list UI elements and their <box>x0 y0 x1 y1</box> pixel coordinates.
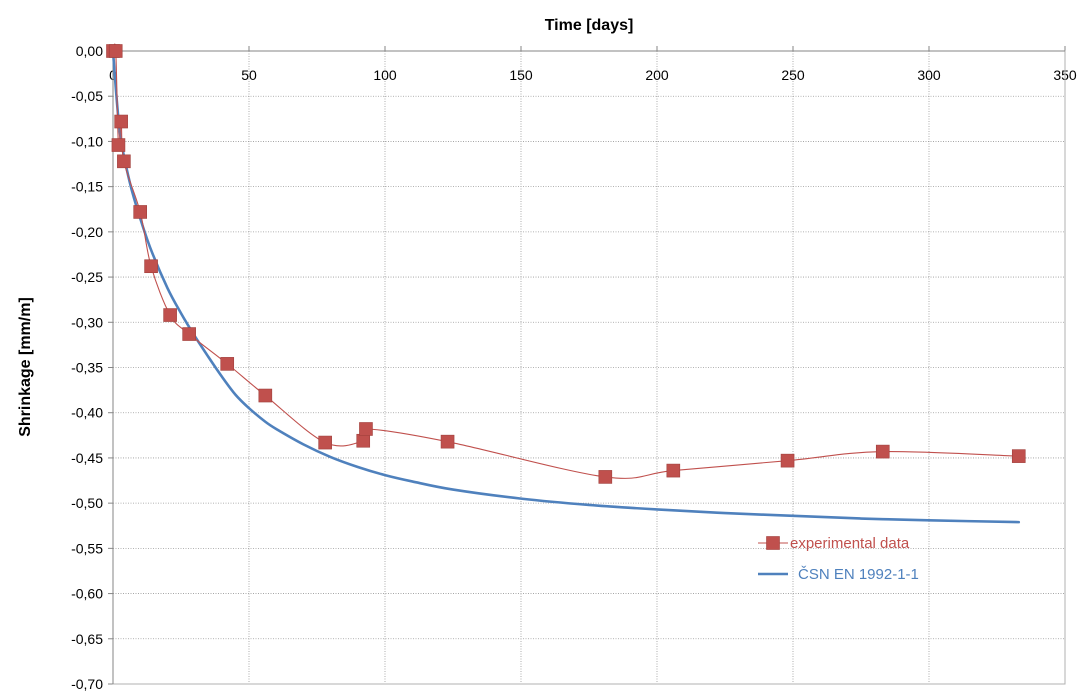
y-tick-label: 0,00 <box>76 43 103 59</box>
legend-marker-experimental <box>766 536 780 550</box>
y-tick-label: -0,55 <box>71 540 103 556</box>
data-point-marker <box>220 357 235 371</box>
series-model <box>111 49 1021 524</box>
y-tick-label: -0,50 <box>71 495 103 511</box>
data-point-marker <box>359 422 373 436</box>
data-point-marker <box>780 453 795 468</box>
data-point-marker <box>108 44 123 58</box>
data-point-marker <box>133 205 147 219</box>
model-curve-line <box>111 49 1021 524</box>
data-point-marker <box>598 470 613 484</box>
data-point-marker <box>117 154 131 169</box>
data-point-marker <box>356 433 371 448</box>
data-point-marker <box>114 114 128 129</box>
data-point-marker <box>875 444 890 459</box>
x-tick-label: 100 <box>373 67 397 83</box>
y-tick-label: -0,35 <box>71 360 103 376</box>
y-tick-label: -0,60 <box>71 586 103 602</box>
y-tick-label: -0,30 <box>71 314 103 330</box>
y-tick-label: -0,70 <box>71 676 103 691</box>
grid-lines <box>113 51 1066 684</box>
legend-label-experimental: experimental data <box>790 535 910 552</box>
x-tick-label: 150 <box>509 67 533 83</box>
data-point-marker <box>666 463 681 478</box>
x-tick-label: 50 <box>241 67 257 83</box>
data-point-marker <box>1011 449 1026 463</box>
data-point-marker <box>144 259 158 274</box>
y-tick-label: -0,25 <box>71 269 103 285</box>
y-tick-label: -0,05 <box>71 88 103 104</box>
y-axis-title: Shrinkage [mm/m] <box>17 297 34 437</box>
y-tick-label: -0,20 <box>71 224 103 240</box>
series-experimental <box>106 43 1026 484</box>
y-tick-label: -0,45 <box>71 450 103 466</box>
y-tick-label: -0,10 <box>71 133 103 149</box>
x-axis-title: Time [days] <box>545 17 634 34</box>
x-tick-label: 200 <box>645 67 669 83</box>
data-point-marker <box>182 327 196 341</box>
y-tick-label: -0,15 <box>71 179 103 195</box>
data-point-marker <box>111 138 126 152</box>
data-point-marker <box>440 434 455 449</box>
data-point-marker <box>318 435 332 450</box>
legend: experimental data ČSN EN 1992-1-1 <box>758 535 919 583</box>
legend-label-model: ČSN EN 1992-1-1 <box>798 566 919 583</box>
y-tick-label: -0,40 <box>71 405 103 421</box>
axes: 0,00 -0,05 -0,10 -0,15 -0,20 -0,25 -0,30 -0,35 -… <box>71 43 1077 692</box>
y-tick-label: -0,65 <box>71 631 103 647</box>
x-tick-label: 300 <box>917 67 941 83</box>
data-point-marker <box>163 308 177 322</box>
x-tick-label: 250 <box>781 67 805 83</box>
data-point-marker <box>258 388 273 403</box>
data-series <box>106 43 1026 524</box>
